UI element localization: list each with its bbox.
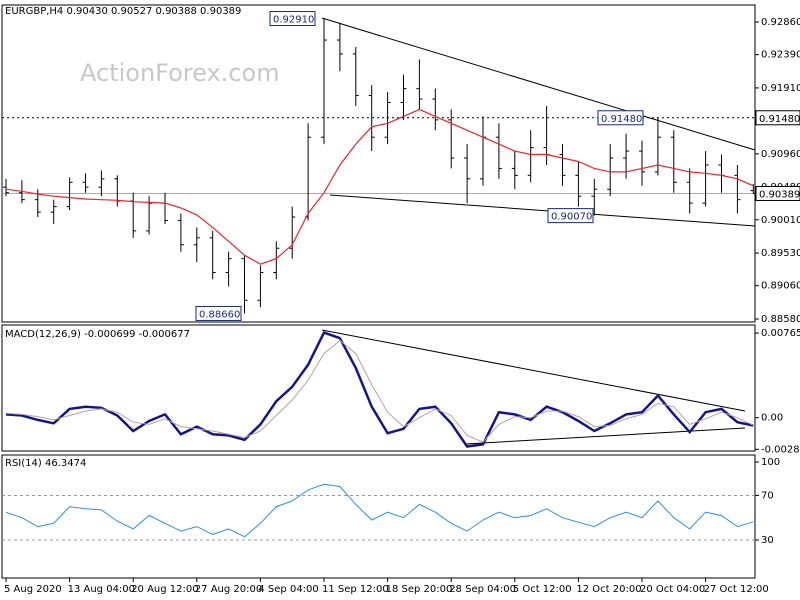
annotation-box	[269, 11, 316, 27]
y-tick-label: 0.007659	[761, 328, 800, 339]
x-tick-label: 11 Sep 12:00	[322, 584, 389, 595]
y-tick-label: -0.002855	[761, 444, 800, 455]
rsi-title: RSI(14) 46.3474	[5, 458, 86, 469]
annotation-label: 0.92910	[273, 15, 314, 26]
annotation-label: 0.90070	[551, 212, 592, 223]
y-tick-label: 0.88580	[761, 314, 800, 325]
y-tick-label: 0.90960	[761, 149, 800, 160]
trend-line	[321, 17, 756, 151]
y-tick-label: 100	[761, 457, 780, 468]
annotation-box	[597, 110, 644, 126]
y-tick-label: 70	[761, 490, 774, 501]
x-tick-label: 12 Oct 20:00	[576, 584, 641, 595]
chart-title: EURGBP,H4 0.90430 0.90527 0.90388 0.9038…	[5, 6, 241, 17]
y-tick-label: 0.90010	[761, 215, 800, 226]
trend-line	[321, 329, 746, 412]
axis-price-box	[755, 110, 800, 126]
panel-frame	[1, 4, 756, 323]
annotation-label: 0.91480	[601, 114, 642, 125]
annotation-box	[195, 305, 242, 321]
panel-frame	[1, 324, 756, 452]
watermark: ActionForex.com	[80, 59, 280, 87]
x-tick-label: 18 Sep 20:00	[386, 584, 453, 595]
axis-price-label: 0.90389	[759, 189, 800, 200]
x-tick-label: 13 Aug 04:00	[68, 584, 135, 595]
axis-price-label: 0.91480	[759, 114, 800, 125]
x-tick-label: 5 Aug 2020	[4, 584, 62, 595]
x-tick-label: 27 Oct 12:00	[704, 584, 769, 595]
y-tick-label: 0.92390	[761, 50, 800, 61]
x-tick-label: 27 Aug 20:00	[195, 584, 262, 595]
series-line	[5, 483, 754, 538]
x-tick-label: 5 Oct 12:00	[513, 584, 572, 595]
y-tick-label: 0.92860	[761, 17, 800, 28]
y-tick-label: 0.00	[761, 413, 783, 424]
y-tick-label: 30	[761, 535, 774, 546]
y-tick-label: 0.89530	[761, 248, 800, 259]
trend-line	[464, 427, 746, 445]
annotation-box	[547, 208, 594, 224]
axis-price-box	[755, 185, 800, 201]
series-line	[5, 331, 754, 448]
trend-line	[329, 194, 756, 227]
moving-average	[5, 108, 754, 265]
y-tick-label: 0.91910	[761, 83, 800, 94]
series-line	[5, 339, 754, 443]
x-tick-label: 20 Aug 12:00	[131, 584, 198, 595]
panel-frame	[1, 454, 756, 579]
y-tick-label: 0.89060	[761, 281, 800, 292]
x-tick-label: 4 Sep 04:00	[258, 584, 318, 595]
annotation-label: 0.88660	[199, 309, 240, 320]
macd-title: MACD(12,26,9) -0.000699 -0.000677	[5, 329, 190, 340]
x-tick-label: 20 Oct 04:00	[640, 584, 705, 595]
x-tick-label: 28 Sep 04:00	[449, 584, 516, 595]
